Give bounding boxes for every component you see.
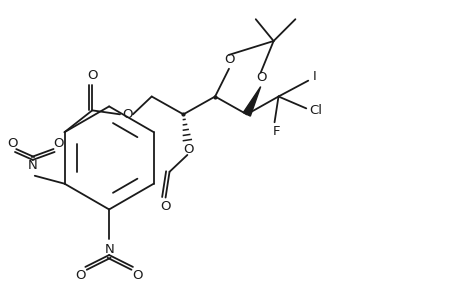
Text: N: N [104, 243, 114, 256]
Text: O: O [160, 200, 170, 213]
Text: O: O [256, 71, 266, 84]
Text: O: O [53, 136, 64, 150]
Text: O: O [132, 269, 143, 282]
Text: O: O [87, 69, 97, 82]
Text: O: O [183, 142, 193, 155]
Text: F: F [272, 125, 280, 138]
Polygon shape [243, 87, 260, 116]
Text: O: O [75, 269, 85, 282]
Text: O: O [8, 136, 18, 150]
Text: I: I [312, 70, 315, 83]
Text: O: O [224, 53, 235, 66]
Text: N: N [28, 159, 38, 172]
Text: Cl: Cl [309, 104, 322, 117]
Text: O: O [123, 108, 133, 121]
